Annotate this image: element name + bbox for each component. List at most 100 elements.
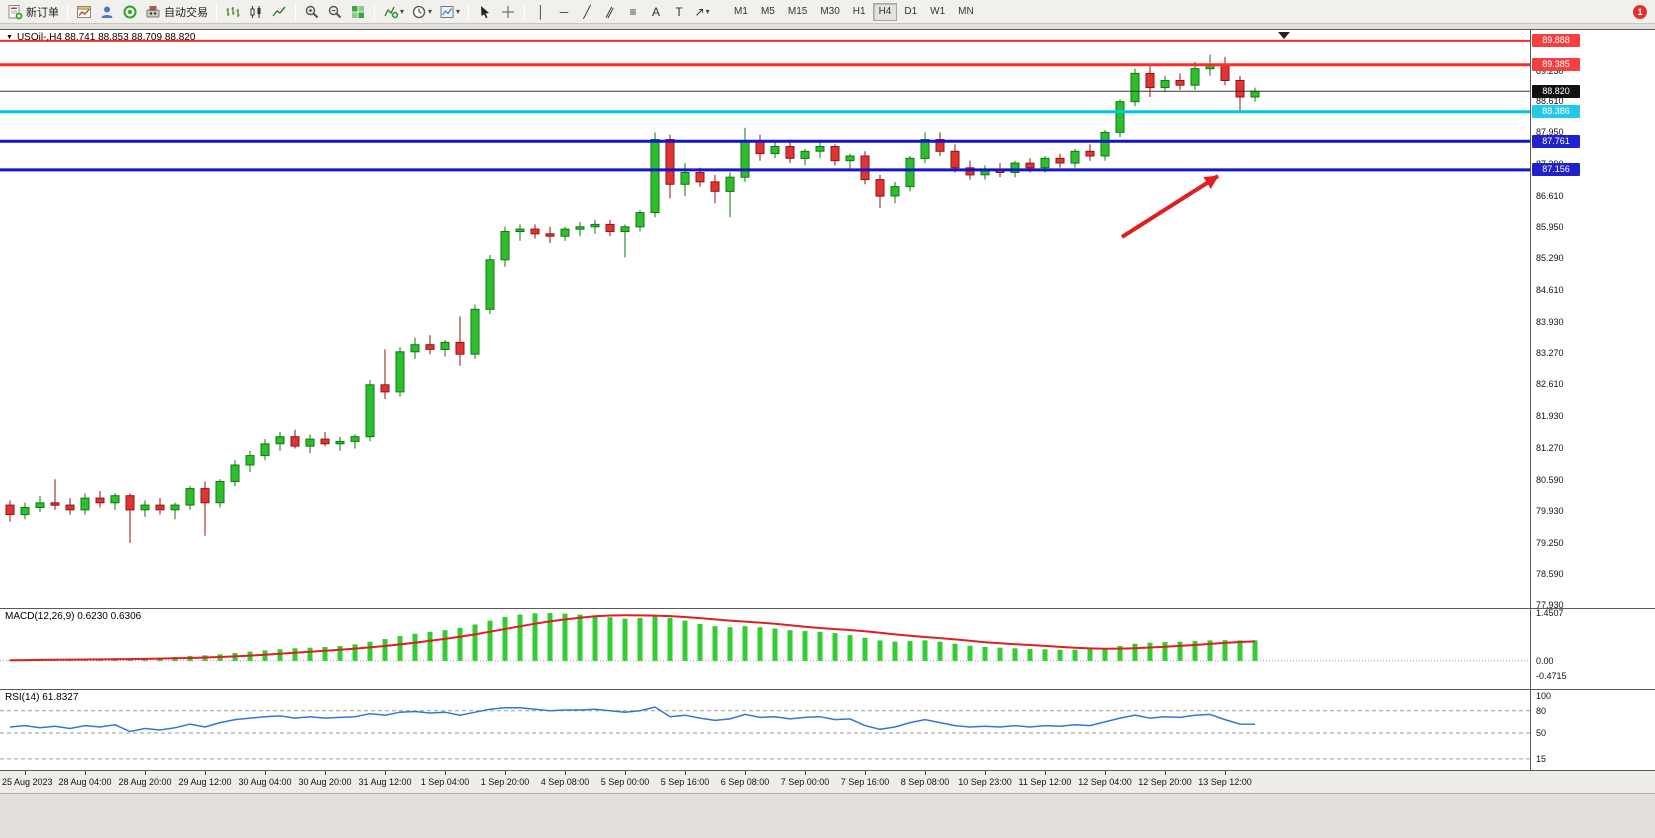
- rsi-chart: [0, 706, 1530, 760]
- time-tick: [1225, 771, 1226, 775]
- metaeditor-icon: [122, 4, 138, 20]
- chevron-down-icon: ▾: [400, 7, 405, 16]
- time-label: 1 Sep 04:00: [420, 777, 470, 787]
- new-order-icon: [7, 4, 23, 20]
- timeframe-M1[interactable]: M1: [728, 3, 754, 21]
- pane-separator: [0, 770, 1655, 771]
- metaeditor-button[interactable]: [119, 2, 141, 22]
- candlestick-chart: [0, 32, 1530, 543]
- rsi-pane[interactable]: RSI(14) 61.8327: [0, 690, 1530, 770]
- trendline-tool-button[interactable]: ╱: [576, 2, 598, 22]
- vertical-line-icon: │: [537, 4, 545, 19]
- axis-label: -0.4715: [1536, 671, 1567, 682]
- auto-trading-button[interactable]: 自动交易: [142, 2, 211, 22]
- time-label: 7 Sep 16:00: [840, 777, 890, 787]
- price-tag: 89.888: [1532, 34, 1580, 48]
- timeframe-D1[interactable]: D1: [898, 3, 923, 21]
- time-label: 13 Sep 12:00: [1198, 777, 1252, 787]
- timeframe-H1[interactable]: H1: [847, 3, 872, 21]
- rsi-header: RSI(14) 61.8327: [5, 692, 79, 703]
- new-chart-icon: [76, 4, 92, 20]
- text-tool-button[interactable]: A: [645, 2, 667, 22]
- time-label: 8 Sep 08:00: [900, 777, 950, 787]
- timeframe-W1[interactable]: W1: [924, 3, 951, 21]
- time-label: 12 Sep 20:00: [1138, 777, 1192, 787]
- template-icon: [439, 4, 455, 20]
- axis-label: 78.590: [1536, 569, 1564, 580]
- toolbar: 新订单 自动交易 ▾ ▾ ▾ │ ─ ╱ ∥ ≡ A T ↗ ▾ M1 M5 M15: [0, 0, 1655, 24]
- channel-tool-button[interactable]: ∥: [599, 2, 621, 22]
- indicators-icon: [383, 4, 399, 20]
- zoom-in-icon: [304, 4, 320, 20]
- periods-button[interactable]: ▾: [408, 2, 435, 22]
- time-tick: [85, 771, 86, 775]
- chevron-down-icon: ▾: [705, 7, 710, 16]
- toolbar-separator: [67, 3, 68, 20]
- zoom-out-button[interactable]: [324, 2, 346, 22]
- fibonacci-tool-button[interactable]: ≡: [622, 2, 644, 22]
- timeframe-MN[interactable]: MN: [952, 3, 980, 21]
- time-tick: [565, 771, 566, 775]
- profiles-icon: [99, 4, 115, 20]
- new-chart-button[interactable]: [73, 2, 95, 22]
- timeframe-M30[interactable]: M30: [814, 3, 845, 21]
- main-chart-pane[interactable]: ▼ USOil-,H4 88.741 88.853 88.709 88.820: [0, 30, 1530, 608]
- timeframe-M15[interactable]: M15: [782, 3, 813, 21]
- templates-button[interactable]: ▾: [436, 2, 463, 22]
- price-tag: 88.820: [1532, 84, 1580, 98]
- time-tick: [865, 771, 866, 775]
- tile-windows-button[interactable]: [347, 2, 369, 22]
- notification-badge[interactable]: 1: [1633, 5, 1647, 19]
- price-tag: 89.385: [1532, 58, 1580, 72]
- price-axis-background: [1530, 30, 1655, 771]
- pointer-icon: [477, 4, 493, 20]
- time-tick: [1165, 771, 1166, 775]
- line-chart-type-button[interactable]: [268, 2, 290, 22]
- zoom-in-button[interactable]: [301, 2, 323, 22]
- time-label: 7 Sep 00:00: [780, 777, 830, 787]
- text-label-icon: T: [675, 4, 683, 19]
- candlestick-chart-type-button[interactable]: [245, 2, 267, 22]
- crosshair-button[interactable]: [497, 2, 519, 22]
- timeframe-H4[interactable]: H4: [872, 2, 898, 21]
- cursor-button[interactable]: [474, 2, 496, 22]
- time-label: 12 Sep 04:00: [1078, 777, 1132, 787]
- new-order-button[interactable]: 新订单: [4, 2, 62, 22]
- chevron-down-icon: ▾: [428, 7, 433, 16]
- price-tag: 87.156: [1532, 163, 1580, 177]
- time-tick: [685, 771, 686, 775]
- axis-label: 50: [1536, 727, 1547, 738]
- time-tick: [1105, 771, 1106, 775]
- toolbar-separator: [468, 3, 470, 20]
- price-axis[interactable]: 89.25088.61087.95087.29086.61085.95085.2…: [1530, 0, 1655, 793]
- pane-separator[interactable]: [0, 608, 1655, 609]
- time-label: 30 Aug 04:00: [238, 777, 292, 787]
- pane-separator[interactable]: [0, 689, 1655, 690]
- macd-pane[interactable]: MACD(12,26,9) 0.6230 0.6306: [0, 609, 1530, 689]
- price-tag: 88.386: [1532, 105, 1580, 119]
- time-axis[interactable]: 25 Aug 2023 28 Aug 04:00 28 Aug 20:00 29 Au…: [0, 771, 1655, 793]
- vertical-line-tool-button[interactable]: │: [530, 2, 552, 22]
- axis-label: 84.610: [1536, 284, 1564, 295]
- text-tool-icon: A: [652, 4, 661, 19]
- indicators-button[interactable]: ▾: [380, 2, 407, 22]
- profiles-button[interactable]: [96, 2, 118, 22]
- axis-label: 83.270: [1536, 348, 1564, 359]
- time-tick: [625, 771, 626, 775]
- timeframe-M5[interactable]: M5: [755, 3, 781, 21]
- axis-label: 77.930: [1536, 600, 1564, 611]
- fibonacci-icon: ≡: [629, 4, 637, 19]
- timeframe-group: M1 M5 M15 M30 H1 H4 D1 W1 MN: [728, 2, 980, 21]
- text-label-tool-button[interactable]: T: [668, 2, 690, 22]
- auto-trading-label: 自动交易: [164, 6, 208, 19]
- axis-label: 81.270: [1536, 442, 1564, 453]
- time-label: 25 Aug 2023: [2, 777, 53, 787]
- time-label: 5 Sep 00:00: [600, 777, 650, 787]
- bar-chart-type-button[interactable]: [222, 2, 244, 22]
- time-label: 11 Sep 12:00: [1018, 777, 1072, 787]
- arrows-tool-button[interactable]: ↗ ▾: [691, 2, 713, 22]
- time-label: 5 Sep 16:00: [660, 777, 710, 787]
- channel-icon: ∥: [604, 3, 616, 20]
- horizontal-line-tool-button[interactable]: ─: [553, 2, 575, 22]
